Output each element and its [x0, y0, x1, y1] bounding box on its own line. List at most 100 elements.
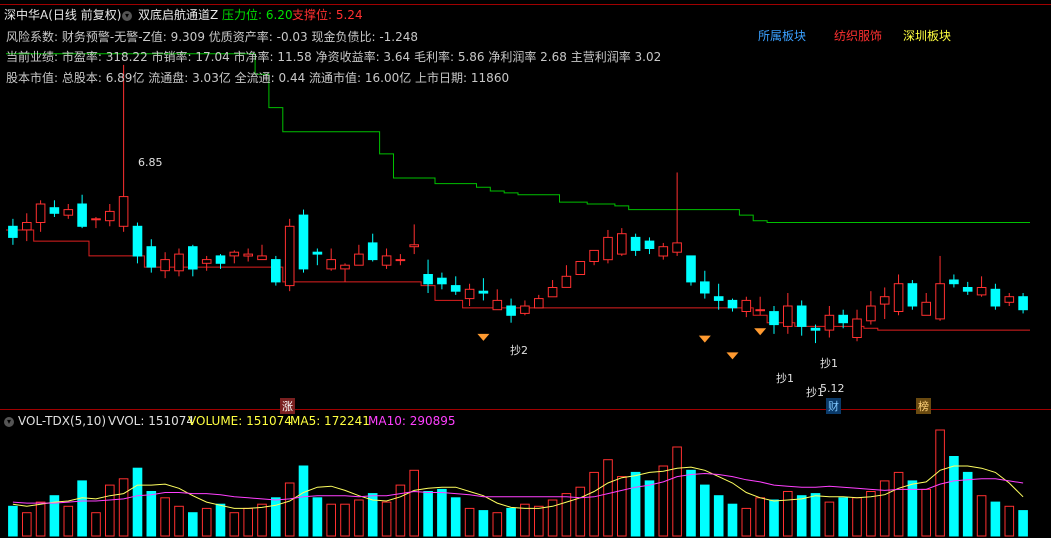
candle-body: [879, 296, 890, 305]
volume-bar: [589, 471, 599, 537]
candle: [215, 254, 226, 269]
candle-body: [35, 203, 46, 223]
volume-bar: [907, 480, 918, 537]
candle-body: [450, 285, 461, 292]
candle: [976, 276, 987, 297]
candle: [866, 291, 876, 325]
volume-bar: [921, 488, 932, 537]
candle: [672, 172, 682, 256]
candle-body: [741, 299, 752, 312]
candle: [893, 274, 904, 316]
candle: [478, 278, 489, 301]
candle-body: [312, 251, 323, 255]
candle-body: [520, 305, 530, 314]
volume-bar: [658, 465, 669, 537]
candle-body: [713, 296, 724, 301]
candle-body: [478, 290, 489, 294]
candle: [201, 255, 212, 271]
candle-body: [105, 210, 115, 222]
candle-body: [326, 259, 336, 270]
candle: [395, 254, 406, 266]
candle: [962, 281, 973, 295]
candle: [63, 204, 74, 219]
tag-finance[interactable]: 财: [826, 398, 841, 414]
volume-bar: [617, 476, 627, 537]
candle: [658, 242, 669, 260]
candle: [1004, 293, 1015, 306]
candle-body: [658, 246, 669, 257]
volume-bar: [547, 499, 558, 537]
candle-body: [935, 283, 945, 320]
support-line: [6, 229, 1030, 331]
candle: [561, 265, 572, 288]
candle: [105, 204, 115, 227]
volume-bar: [810, 493, 821, 537]
volume-bar: [1018, 510, 1028, 537]
candle-body: [727, 299, 738, 309]
volume-bar: [284, 482, 295, 537]
buy-signal-1a: 抄1: [776, 372, 794, 385]
candle-body: [146, 246, 157, 268]
volume-bar: [215, 503, 226, 537]
candle: [603, 229, 613, 264]
volume-bar: [561, 493, 572, 537]
candle-body: [118, 196, 129, 227]
sector-label-belong[interactable]: 所属板块: [758, 29, 807, 43]
tag-rise[interactable]: 涨: [280, 398, 295, 414]
formula-name[interactable]: 双底启航通道Z: [138, 8, 219, 22]
candle: [409, 224, 419, 255]
candle: [312, 248, 323, 266]
candle: [547, 280, 558, 298]
capital-info: 股本市值: 总股本: 6.89亿 流通盘: 3.03亿 全流通: 0.44 流通…: [6, 71, 510, 85]
pressure-line: [6, 53, 1030, 223]
candle-body: [921, 301, 932, 316]
candle: [617, 228, 627, 256]
buy-marker-icon: [726, 352, 739, 360]
volume-bar: [326, 503, 336, 537]
candle: [506, 298, 516, 323]
candle-body: [686, 255, 696, 283]
tag-ranking[interactable]: 榜: [916, 398, 931, 414]
candle-body: [215, 255, 226, 264]
candle-body: [354, 253, 364, 266]
sector-label-textile[interactable]: 纺织服饰: [834, 29, 883, 43]
volume-bar: [700, 484, 710, 537]
candle: [326, 248, 336, 271]
candle: [644, 237, 655, 255]
candle: [534, 294, 544, 309]
candle: [686, 255, 696, 286]
vol-indicator-name[interactable]: VOL-TDX(5,10): [18, 414, 107, 428]
candle: [907, 280, 918, 310]
candle-body: [866, 305, 876, 322]
candle-body: [990, 288, 1001, 307]
candle: [520, 300, 530, 316]
candle: [1018, 293, 1028, 314]
volume-bar: [727, 503, 738, 537]
volume-bar: [77, 480, 87, 537]
candle-body: [22, 222, 32, 231]
volume-bar: [879, 480, 890, 537]
candle-body: [367, 242, 378, 261]
risk-info: 风险系数: 财务预警-无警-Z值: 9.309 优质资产率: -0.03 现金负…: [6, 30, 419, 44]
volume-bar: [201, 507, 212, 537]
volume-bar: [91, 512, 101, 537]
vol-dropdown-icon[interactable]: ▾: [4, 414, 14, 428]
performance-info: 当前业绩: 市盈率: 318.22 市销率: 17.04 市净率: 11.58 …: [6, 50, 662, 64]
candle: [423, 259, 433, 294]
volume-bar: [755, 497, 766, 537]
candle-body: [907, 283, 918, 307]
volume-bar: [949, 456, 959, 537]
volume-bar: [132, 467, 143, 537]
sector-label-shenzhen[interactable]: 深圳板块: [903, 29, 952, 43]
candle: [437, 272, 447, 290]
ma10-line: [12, 472, 1024, 504]
candle-body: [201, 259, 212, 264]
volume-bar: [174, 505, 184, 537]
formula-dropdown-icon[interactable]: ▾: [122, 8, 132, 22]
volume-bar: [672, 446, 682, 537]
candle-body: [298, 214, 309, 270]
candle-body: [464, 288, 475, 300]
candle-body: [257, 255, 267, 261]
volume-bar: [49, 495, 60, 537]
